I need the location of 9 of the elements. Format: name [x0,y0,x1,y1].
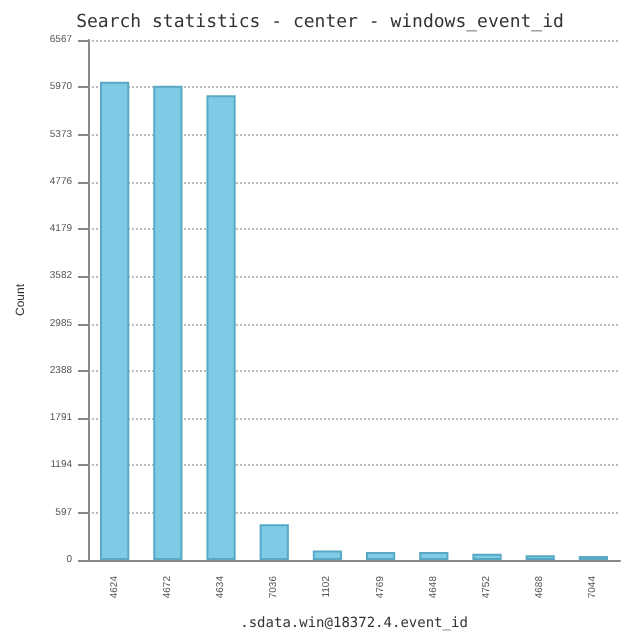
bar [206,95,236,560]
bar [312,550,343,560]
bar [259,524,289,560]
bar [100,81,130,560]
bar [365,552,396,560]
bar [153,85,183,560]
chart-title: Search statistics - center - windows_event_id [76,13,564,33]
bar [472,553,502,560]
bar [419,552,449,560]
